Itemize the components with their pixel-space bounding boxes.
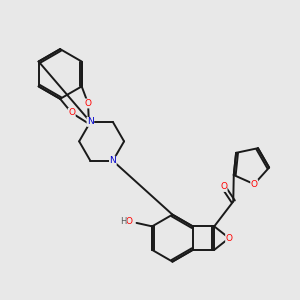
Text: H: H [120,217,127,226]
Text: N: N [110,156,116,165]
Text: O: O [220,182,227,191]
Text: O: O [226,234,232,243]
Text: O: O [251,180,258,189]
Text: O: O [85,99,92,108]
Text: N: N [87,117,94,126]
Text: O: O [68,108,75,117]
Text: O: O [125,217,133,226]
